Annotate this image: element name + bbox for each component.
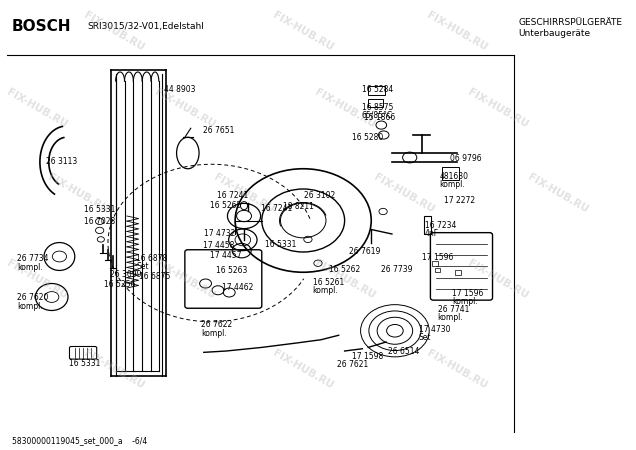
Text: 06 9796: 06 9796 — [450, 154, 481, 163]
Text: 26 3099: 26 3099 — [110, 270, 141, 279]
Text: 26 7739: 26 7739 — [381, 266, 412, 274]
Text: 26 7741: 26 7741 — [438, 305, 469, 314]
Bar — [432, 261, 438, 266]
Text: 16 8575: 16 8575 — [362, 103, 393, 112]
Text: 26 7620: 26 7620 — [17, 293, 48, 302]
Text: 16 7234: 16 7234 — [425, 221, 457, 230]
Text: 16 5280: 16 5280 — [352, 133, 384, 142]
Text: 17 4458: 17 4458 — [203, 241, 234, 250]
Text: FIX-HUB.RU: FIX-HUB.RU — [153, 258, 217, 300]
Text: 15 1866: 15 1866 — [364, 113, 395, 122]
Text: 26 3113: 26 3113 — [46, 158, 77, 166]
Text: 16 5265: 16 5265 — [210, 201, 241, 210]
Bar — [455, 270, 461, 274]
Text: kompl.: kompl. — [17, 302, 43, 311]
Text: 17 1596: 17 1596 — [452, 289, 483, 298]
Text: FIX-HUB.RU: FIX-HUB.RU — [525, 172, 590, 215]
Text: FIX-HUB.RU: FIX-HUB.RU — [271, 10, 335, 53]
Text: 58300000119045_set_000_a    -6/4: 58300000119045_set_000_a -6/4 — [12, 436, 148, 446]
Text: FIX-HUB.RU: FIX-HUB.RU — [271, 348, 335, 390]
Text: 26 7651: 26 7651 — [203, 126, 234, 135]
Text: FIX-HUB.RU: FIX-HUB.RU — [372, 172, 436, 215]
Text: SRI3015/32-V01,Edelstahl: SRI3015/32-V01,Edelstahl — [87, 22, 204, 31]
Text: 44 8903: 44 8903 — [164, 86, 196, 94]
Text: kompl.: kompl. — [202, 328, 227, 338]
Text: GESCHIRRSPÜLGERÄTE: GESCHIRRSPÜLGERÄTE — [518, 18, 623, 27]
Text: FIX-HUB.RU: FIX-HUB.RU — [313, 87, 377, 129]
Text: 16 5261: 16 5261 — [313, 278, 344, 287]
Text: 16 5256: 16 5256 — [104, 280, 135, 289]
Text: 16 6878: 16 6878 — [136, 254, 168, 263]
Bar — [368, 86, 385, 94]
Text: 26 7621: 26 7621 — [337, 360, 368, 369]
Text: 17 1596: 17 1596 — [422, 253, 453, 262]
Text: kompl.: kompl. — [452, 297, 478, 306]
Text: FIX-HUB.RU: FIX-HUB.RU — [212, 172, 276, 215]
Bar — [434, 268, 441, 272]
Text: 26 7619: 26 7619 — [349, 248, 381, 256]
Text: 17 4732: 17 4732 — [204, 230, 236, 238]
Text: 16 5331: 16 5331 — [85, 205, 116, 214]
Bar — [424, 216, 431, 234]
Text: 16 7028: 16 7028 — [85, 217, 116, 226]
Bar — [442, 167, 459, 180]
Text: 481630: 481630 — [439, 172, 468, 181]
Text: BOSCH: BOSCH — [12, 18, 72, 34]
Text: 16 5263: 16 5263 — [216, 266, 247, 275]
Text: FIX-HUB.RU: FIX-HUB.RU — [425, 348, 489, 390]
Text: FIX-HUB.RU: FIX-HUB.RU — [425, 10, 489, 53]
Text: FIX-HUB.RU: FIX-HUB.RU — [466, 258, 530, 300]
Text: 17 1598: 17 1598 — [352, 352, 383, 361]
Text: 17 2272: 17 2272 — [444, 196, 475, 205]
Text: 16 5262: 16 5262 — [329, 265, 360, 274]
Text: 16 5284: 16 5284 — [363, 86, 394, 94]
Text: 17 4457: 17 4457 — [210, 251, 241, 260]
Text: Unterbaugeräte: Unterbaugeräte — [518, 29, 591, 38]
Text: FIX-HUB.RU: FIX-HUB.RU — [466, 87, 530, 129]
Text: 16 6875: 16 6875 — [139, 272, 170, 281]
Text: FIX-HUB.RU: FIX-HUB.RU — [5, 258, 69, 300]
Text: kompl.: kompl. — [17, 263, 43, 272]
Text: FIX-HUB.RU: FIX-HUB.RU — [5, 87, 69, 129]
Text: FIX-HUB.RU: FIX-HUB.RU — [82, 10, 146, 53]
Text: Set: Set — [418, 333, 431, 342]
Text: FIX-HUB.RU: FIX-HUB.RU — [46, 172, 111, 215]
Text: FIX-HUB.RU: FIX-HUB.RU — [313, 258, 377, 300]
Text: 16 7241: 16 7241 — [218, 191, 249, 200]
Bar — [368, 99, 383, 107]
Text: 16 5331: 16 5331 — [69, 359, 101, 368]
Text: kompl.: kompl. — [313, 286, 338, 295]
Text: 26 3102: 26 3102 — [305, 191, 336, 200]
Text: 26 7734: 26 7734 — [17, 254, 48, 263]
Text: 4nF: 4nF — [425, 230, 439, 238]
Text: 26 6514: 26 6514 — [388, 346, 419, 356]
Text: 18 8211: 18 8211 — [283, 202, 314, 211]
Text: kompl.: kompl. — [438, 313, 463, 322]
Text: FIX-HUB.RU: FIX-HUB.RU — [153, 87, 217, 129]
Text: 17 4730: 17 4730 — [418, 325, 450, 334]
Text: 65/85°C: 65/85°C — [362, 110, 393, 119]
Text: Set: Set — [136, 262, 149, 271]
Text: 16 5331: 16 5331 — [265, 240, 297, 249]
Text: 26 7622: 26 7622 — [202, 320, 233, 329]
Text: kompl.: kompl. — [439, 180, 465, 189]
Text: 16 7241: 16 7241 — [261, 204, 292, 213]
Text: FIX-HUB.RU: FIX-HUB.RU — [82, 348, 146, 390]
Text: 17 4462: 17 4462 — [222, 284, 254, 292]
